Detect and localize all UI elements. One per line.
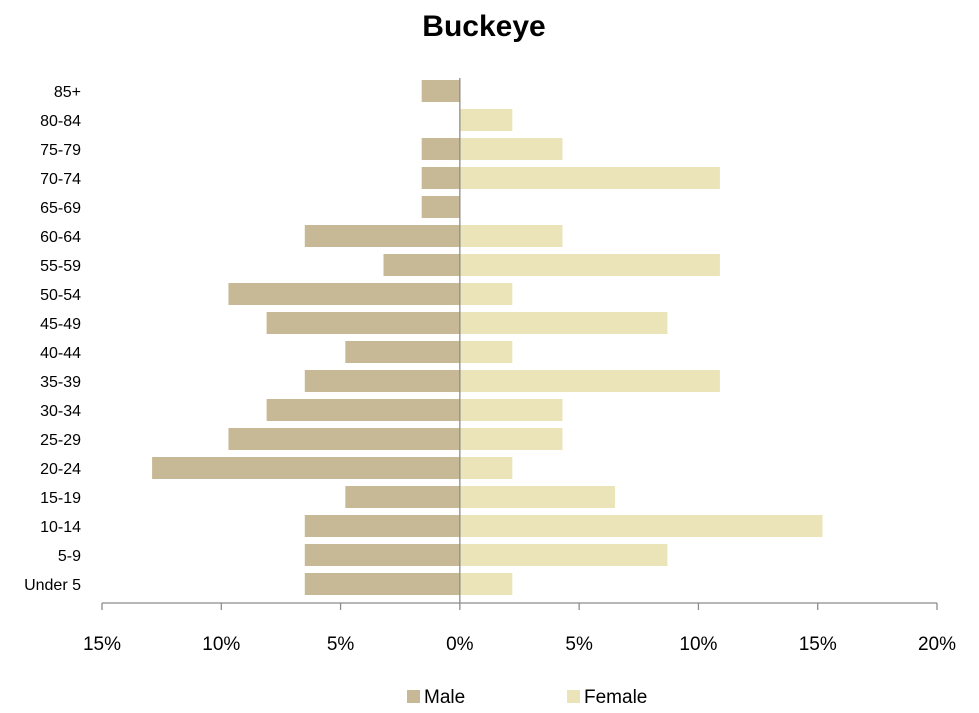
legend-swatch-female (567, 690, 580, 703)
category-label: 50-54 (40, 287, 81, 304)
category-label: 75-79 (40, 142, 81, 159)
category-label: 45-49 (40, 316, 81, 333)
bar-female-15-19 (459, 486, 615, 508)
legend-label-male: Male (424, 687, 465, 708)
bar-male-65-69 (421, 196, 460, 218)
category-label: 85+ (54, 84, 81, 101)
legend: Male Female (407, 687, 647, 708)
x-tick-label: 10% (202, 634, 240, 655)
bar-female-50-54 (459, 283, 513, 305)
x-tick-label: 5% (565, 634, 593, 655)
category-label: 65-69 (40, 200, 81, 217)
category-label: 15-19 (40, 490, 81, 507)
x-tick-label: 20% (918, 634, 956, 655)
x-tick-label: 15% (799, 634, 837, 655)
bar-female-35-39 (459, 370, 720, 392)
x-tick-label: 15% (83, 634, 121, 655)
category-labels-group: Under 5 5-9 10-14 15-19 20-24 25-29 30-34 35-39… (24, 84, 81, 594)
x-tick-label: 0% (446, 634, 474, 655)
bar-male-under-5 (304, 573, 460, 595)
bar-male-5-9 (304, 544, 460, 566)
bar-male-45-49 (266, 312, 460, 334)
bar-male-10-14 (304, 515, 460, 537)
bar-female-25-29 (459, 428, 563, 450)
bar-female-60-64 (459, 225, 563, 247)
category-label: 25-29 (40, 432, 81, 449)
chart-title: Buckeye (422, 10, 545, 43)
category-label: 30-34 (40, 403, 81, 420)
category-label: 40-44 (40, 345, 81, 362)
bar-female-80-84 (459, 109, 513, 131)
bar-male-20-24 (152, 457, 460, 479)
bar-male-85plus (421, 80, 460, 102)
bar-male-40-44 (345, 341, 460, 363)
bar-male-25-29 (228, 428, 460, 450)
category-label: 35-39 (40, 374, 81, 391)
bar-male-35-39 (304, 370, 460, 392)
category-label: 20-24 (40, 461, 81, 478)
category-label: 10-14 (40, 519, 81, 536)
bar-male-50-54 (228, 283, 460, 305)
x-tick-label: 10% (679, 634, 717, 655)
bar-female-5-9 (459, 544, 668, 566)
bar-female-40-44 (459, 341, 513, 363)
bar-female-45-49 (459, 312, 668, 334)
category-label: Under 5 (24, 577, 81, 594)
bar-female-55-59 (459, 254, 720, 276)
x-tick-label: 5% (327, 634, 355, 655)
category-label: 5-9 (58, 548, 81, 565)
bar-female-20-24 (459, 457, 513, 479)
bar-female-75-79 (459, 138, 563, 160)
bar-female-70-74 (459, 167, 720, 189)
bar-male-15-19 (345, 486, 460, 508)
bar-male-70-74 (421, 167, 460, 189)
category-label: 60-64 (40, 229, 81, 246)
bars-group (152, 80, 823, 595)
legend-swatch-male (407, 690, 420, 703)
bar-male-60-64 (304, 225, 460, 247)
bar-male-55-59 (383, 254, 460, 276)
category-label: 55-59 (40, 258, 81, 275)
bar-male-30-34 (266, 399, 460, 421)
category-label: 70-74 (40, 171, 81, 188)
legend-label-female: Female (584, 687, 647, 708)
category-label: 80-84 (40, 113, 81, 130)
bar-female-10-14 (459, 515, 823, 537)
bar-female-30-34 (459, 399, 563, 421)
bar-male-75-79 (421, 138, 460, 160)
x-axis: 15% 10% 5% 0% 5% 10% 15% 20% (83, 78, 956, 655)
bar-female-under-5 (459, 573, 513, 595)
